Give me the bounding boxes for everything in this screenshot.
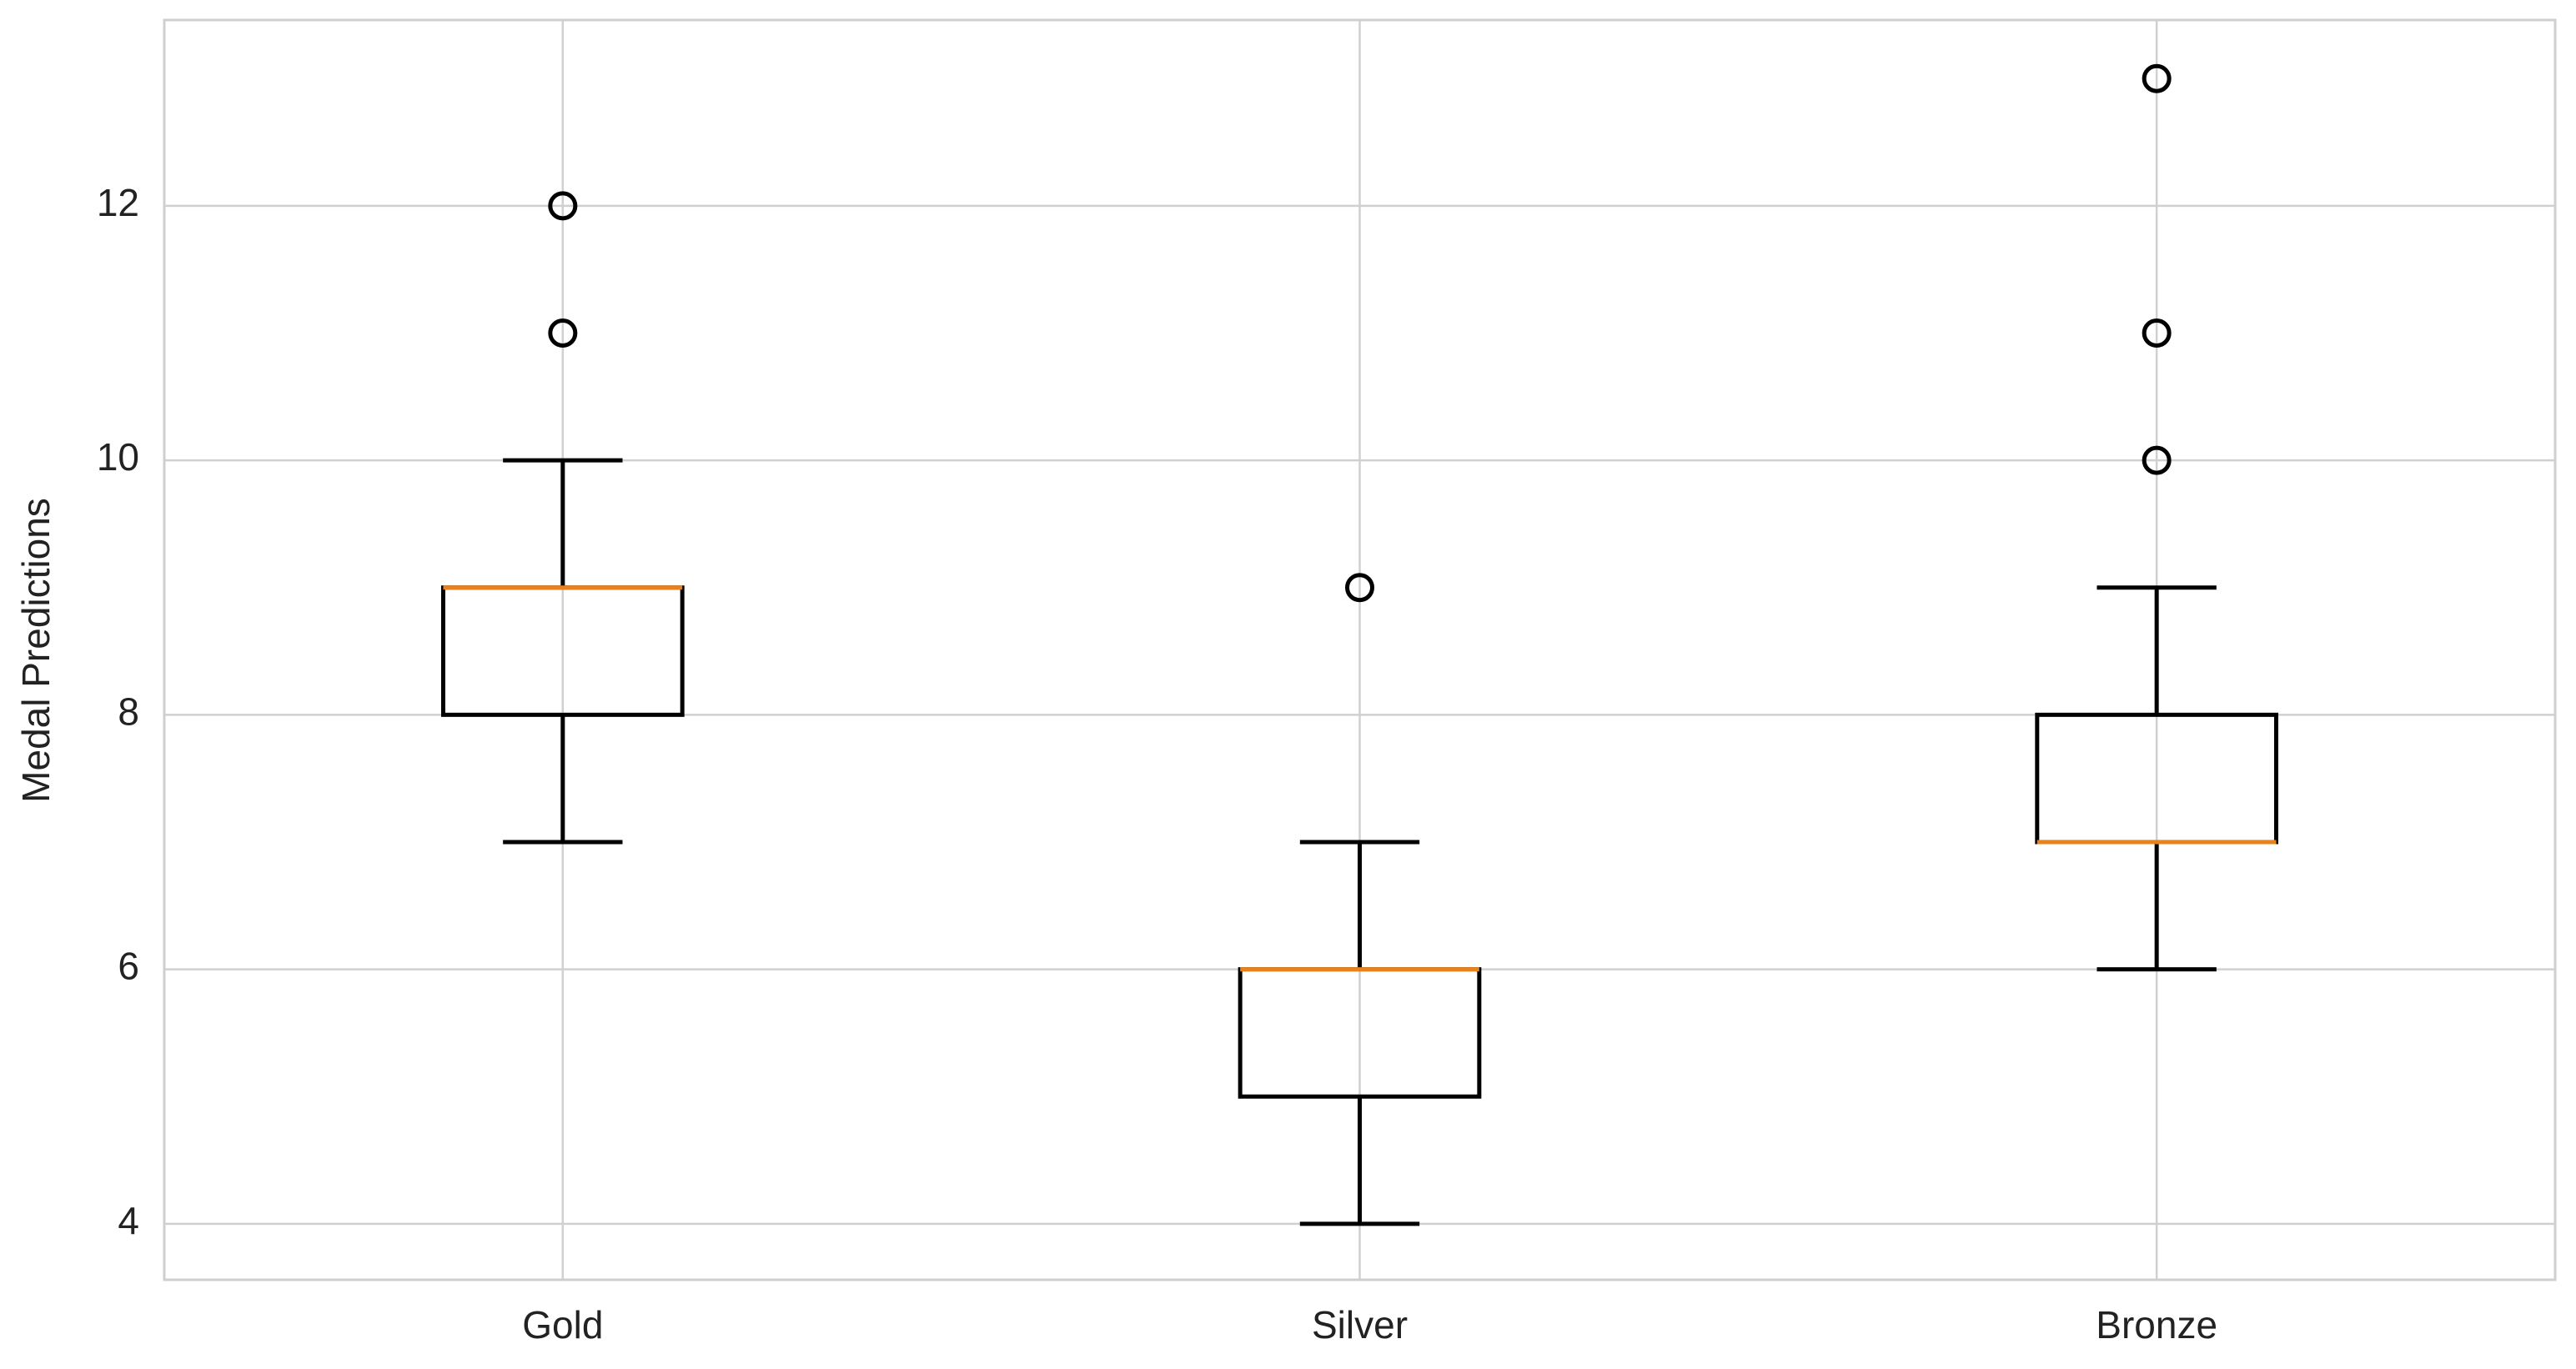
flier xyxy=(2142,63,2172,93)
y-tick-label: 6 xyxy=(118,945,139,988)
x-tick-label: Bronze xyxy=(2096,1303,2217,1346)
flier xyxy=(548,318,578,348)
x-tick-label: Silver xyxy=(1312,1303,1408,1346)
y-tick-label: 12 xyxy=(97,181,139,224)
y-tick-label: 8 xyxy=(118,690,139,733)
y-tick-label: 4 xyxy=(118,1199,139,1242)
flier xyxy=(2142,445,2172,475)
flier xyxy=(2142,318,2172,348)
flier xyxy=(548,191,578,221)
y-axis-title: Medal Predictions xyxy=(14,498,58,803)
x-tick-label: Gold xyxy=(522,1303,603,1346)
plot-frame xyxy=(163,18,2557,1281)
flier xyxy=(1345,573,1374,603)
y-tick-label: 10 xyxy=(97,435,139,479)
